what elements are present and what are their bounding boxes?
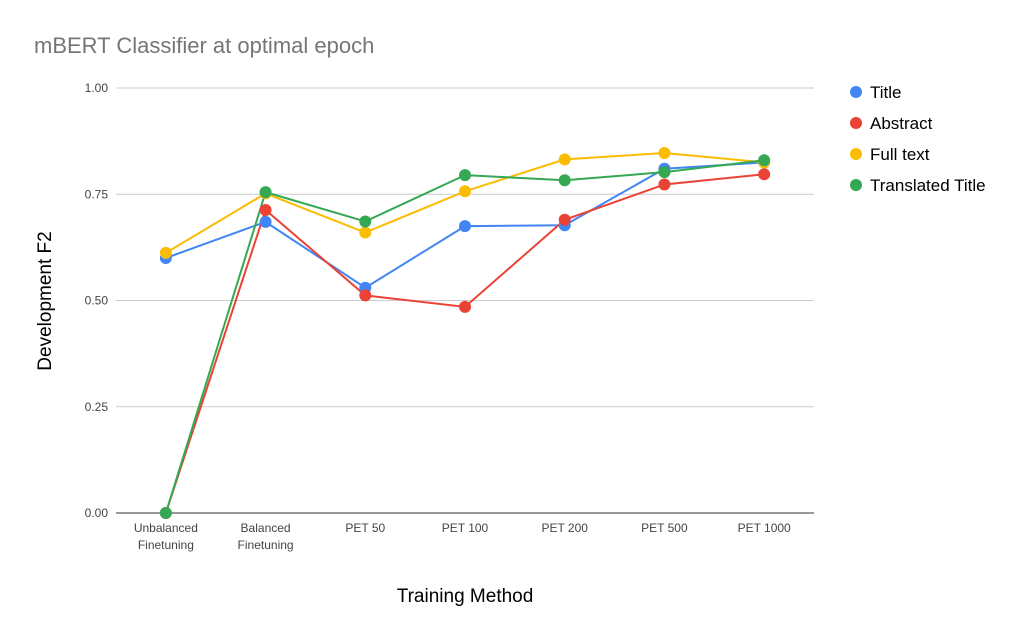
chart-title: mBERT Classifier at optimal epoch bbox=[34, 33, 375, 58]
legend: Title Abstract Full text Translated Title bbox=[850, 83, 986, 195]
data-point bbox=[359, 226, 372, 239]
x-tick-label: PET 50 bbox=[345, 521, 385, 535]
gridlines bbox=[116, 87, 814, 514]
x-tick-label: Balanced Finetuning bbox=[238, 521, 294, 552]
data-point bbox=[558, 174, 571, 187]
x-axis-ticks: Unbalanced Finetuning Balanced Finetuning PE… bbox=[134, 521, 791, 552]
data-point bbox=[259, 215, 272, 228]
legend-swatch bbox=[850, 86, 862, 98]
y-tick-label: 0.75 bbox=[85, 187, 109, 201]
legend-label: Abstract bbox=[870, 114, 933, 133]
data-point bbox=[658, 166, 671, 179]
data-point bbox=[558, 213, 571, 226]
data-point bbox=[658, 147, 671, 160]
legend-label: Translated Title bbox=[870, 176, 986, 195]
data-point bbox=[758, 154, 771, 167]
y-tick-label: 0.00 bbox=[85, 506, 109, 520]
series-points bbox=[159, 147, 771, 519]
y-axis-ticks: 0.00 0.25 0.50 0.75 1.00 bbox=[85, 81, 109, 520]
x-tick-label: PET 500 bbox=[641, 521, 688, 535]
legend-swatch bbox=[850, 117, 862, 129]
data-point bbox=[159, 507, 172, 519]
x-tick-label: PET 1000 bbox=[738, 521, 791, 535]
x-tick-label: Unbalanced Finetuning bbox=[134, 521, 198, 552]
data-point bbox=[359, 215, 372, 228]
series-line bbox=[164, 159, 765, 514]
data-point bbox=[359, 289, 372, 302]
y-axis-title: Development F2 bbox=[35, 231, 56, 370]
x-axis-title: Training Method bbox=[397, 586, 534, 607]
x-tick-label: PET 100 bbox=[442, 521, 489, 535]
y-tick-label: 0.25 bbox=[85, 400, 109, 414]
legend-swatch bbox=[850, 179, 862, 191]
y-tick-label: 0.50 bbox=[85, 294, 109, 308]
series-lines bbox=[164, 152, 765, 514]
data-point bbox=[758, 168, 771, 181]
data-point bbox=[658, 178, 671, 191]
y-tick-label: 1.00 bbox=[85, 81, 109, 95]
data-point bbox=[558, 153, 571, 166]
legend-label: Title bbox=[870, 83, 902, 102]
data-point bbox=[159, 246, 172, 259]
data-point bbox=[459, 185, 471, 198]
legend-swatch bbox=[850, 148, 862, 160]
data-point bbox=[259, 186, 272, 199]
data-point bbox=[259, 203, 272, 216]
x-tick-label: PET 200 bbox=[541, 521, 588, 535]
data-point bbox=[459, 300, 471, 313]
data-point bbox=[459, 220, 471, 233]
legend-label: Full text bbox=[870, 145, 930, 164]
data-point bbox=[459, 169, 471, 182]
